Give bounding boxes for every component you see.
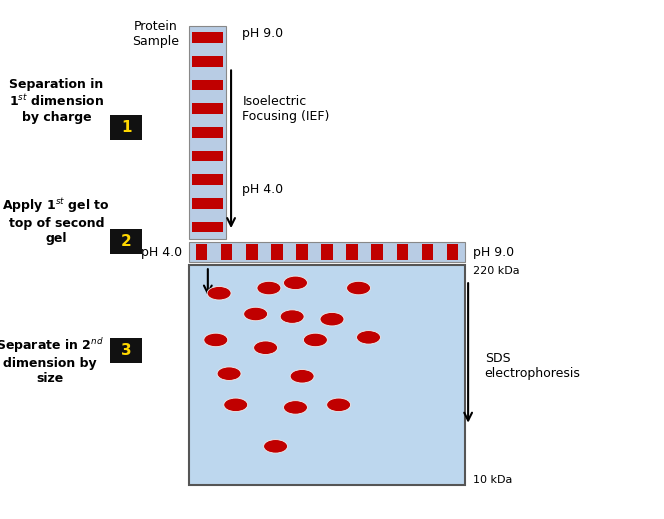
Text: pH 9.0: pH 9.0 [473, 246, 514, 260]
Text: SDS
electrophoresis: SDS electrophoresis [485, 352, 580, 380]
Bar [296, 244, 307, 260]
Text: 2: 2 [121, 234, 131, 249]
Bar [371, 244, 382, 260]
Bar [189, 26, 226, 239]
Text: 10 kDa: 10 kDa [473, 475, 512, 485]
Ellipse shape [357, 331, 380, 344]
Bar [110, 338, 142, 363]
Ellipse shape [244, 307, 268, 321]
Ellipse shape [284, 401, 307, 414]
Text: Isoelectric
Focusing (IEF): Isoelectric Focusing (IEF) [242, 95, 330, 123]
Bar [447, 244, 458, 260]
Text: pH 4.0: pH 4.0 [242, 183, 284, 196]
Text: pH 9.0: pH 9.0 [242, 27, 284, 40]
Ellipse shape [280, 310, 304, 323]
Bar [189, 265, 465, 485]
Text: 220 kDa: 220 kDa [473, 266, 519, 276]
Bar [192, 151, 223, 161]
Bar [192, 56, 223, 67]
Ellipse shape [254, 341, 278, 354]
Bar [192, 198, 223, 209]
Bar [110, 229, 142, 254]
Ellipse shape [284, 276, 307, 290]
Ellipse shape [290, 370, 314, 383]
Bar [396, 244, 408, 260]
Text: Protein
Sample: Protein Sample [133, 20, 179, 48]
Ellipse shape [204, 333, 228, 347]
Bar [189, 242, 465, 262]
Bar [192, 33, 223, 43]
Text: pH 4.0: pH 4.0 [141, 246, 183, 260]
Bar [192, 222, 223, 232]
Text: Separate in 2$^{nd}$
dimension by
size: Separate in 2$^{nd}$ dimension by size [0, 336, 104, 385]
Ellipse shape [264, 440, 288, 453]
Ellipse shape [217, 367, 241, 380]
Ellipse shape [327, 398, 351, 412]
Bar [321, 244, 333, 260]
Bar [221, 244, 232, 260]
Bar [192, 174, 223, 185]
Bar [192, 103, 223, 114]
Bar [192, 80, 223, 90]
Ellipse shape [224, 398, 248, 412]
Bar [196, 244, 207, 260]
Ellipse shape [207, 286, 231, 300]
Bar [246, 244, 258, 260]
Bar [347, 244, 358, 260]
Ellipse shape [347, 281, 371, 295]
Bar [110, 115, 142, 140]
Text: Separation in
1$^{st}$ dimension
by charge: Separation in 1$^{st}$ dimension by char… [9, 78, 104, 124]
Ellipse shape [303, 333, 327, 347]
Text: 1: 1 [121, 120, 131, 134]
Ellipse shape [257, 281, 281, 295]
Bar [272, 244, 283, 260]
Ellipse shape [320, 312, 344, 326]
Bar [422, 244, 433, 260]
Bar [192, 127, 223, 138]
Text: Apply 1$^{st}$ gel to
top of second
gel: Apply 1$^{st}$ gel to top of second gel [3, 196, 110, 245]
Text: 3: 3 [121, 343, 131, 358]
